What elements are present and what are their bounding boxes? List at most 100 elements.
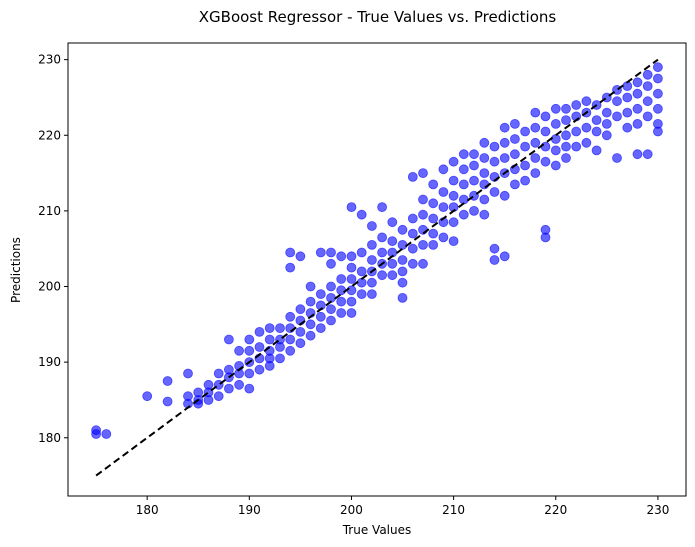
data-point bbox=[366, 221, 377, 231]
data-point bbox=[622, 107, 633, 118]
data-point bbox=[356, 289, 367, 300]
data-point bbox=[601, 130, 612, 141]
data-point bbox=[428, 179, 439, 190]
data-point bbox=[469, 175, 479, 186]
data-point bbox=[642, 69, 653, 80]
data-point bbox=[377, 232, 388, 243]
data-point bbox=[356, 247, 367, 258]
data-point bbox=[479, 179, 490, 190]
data-point bbox=[315, 311, 326, 322]
data-point bbox=[213, 391, 224, 402]
data-point bbox=[366, 255, 377, 265]
data-point bbox=[642, 111, 653, 122]
data-point bbox=[520, 126, 530, 137]
data-point bbox=[234, 379, 245, 390]
data-point bbox=[254, 364, 265, 375]
x-tick-label: 200 bbox=[340, 503, 363, 517]
data-point bbox=[479, 153, 490, 163]
data-point bbox=[510, 119, 520, 129]
data-point bbox=[407, 213, 418, 224]
data-point bbox=[632, 88, 643, 99]
data-point bbox=[530, 107, 541, 118]
data-point bbox=[244, 368, 255, 379]
data-point bbox=[530, 168, 541, 179]
data-point bbox=[223, 334, 234, 345]
data-point bbox=[366, 277, 377, 288]
data-point bbox=[601, 107, 612, 118]
data-point bbox=[489, 243, 500, 254]
x-axis-label: True Values bbox=[342, 523, 412, 537]
y-tick-label: 220 bbox=[38, 128, 61, 142]
y-axis-label: Predictions bbox=[9, 237, 23, 303]
data-point bbox=[550, 119, 561, 129]
data-point bbox=[561, 115, 571, 125]
data-point bbox=[285, 323, 296, 334]
data-point bbox=[510, 149, 520, 160]
data-point bbox=[254, 342, 265, 352]
data-point bbox=[285, 334, 296, 345]
data-point bbox=[407, 228, 418, 239]
data-point bbox=[448, 175, 459, 186]
data-point bbox=[653, 103, 663, 114]
data-point bbox=[213, 368, 224, 379]
data-point bbox=[407, 258, 418, 269]
data-point bbox=[591, 145, 602, 156]
data-point bbox=[377, 247, 388, 258]
data-point bbox=[326, 247, 336, 258]
data-point bbox=[336, 296, 347, 307]
data-point bbox=[448, 217, 459, 228]
data-point bbox=[356, 266, 367, 277]
data-point bbox=[540, 126, 551, 137]
data-point bbox=[479, 209, 490, 220]
data-point bbox=[632, 149, 643, 160]
data-point bbox=[101, 429, 112, 439]
data-point bbox=[479, 194, 490, 205]
data-point bbox=[346, 285, 357, 296]
data-point bbox=[162, 396, 173, 407]
data-point bbox=[326, 315, 336, 326]
data-point bbox=[489, 187, 500, 197]
data-point bbox=[387, 217, 398, 228]
data-point bbox=[315, 323, 326, 334]
data-point bbox=[561, 130, 571, 141]
data-point bbox=[612, 153, 622, 163]
data-point bbox=[428, 198, 439, 209]
y-axis-ticks: 180 190 200 210 220 230 bbox=[38, 53, 68, 445]
data-point bbox=[540, 156, 551, 167]
data-point bbox=[377, 202, 388, 213]
data-point bbox=[510, 134, 520, 144]
data-point bbox=[418, 239, 428, 250]
data-point bbox=[458, 149, 469, 160]
data-point bbox=[305, 319, 316, 330]
data-point bbox=[254, 326, 265, 337]
data-point bbox=[571, 126, 582, 137]
data-point bbox=[581, 137, 592, 148]
data-point bbox=[469, 160, 479, 171]
data-point bbox=[642, 81, 653, 91]
data-point bbox=[438, 202, 449, 213]
data-point bbox=[387, 236, 398, 247]
data-point bbox=[458, 209, 469, 220]
data-point bbox=[448, 190, 459, 201]
data-point bbox=[244, 345, 255, 356]
data-point bbox=[499, 153, 510, 163]
data-point bbox=[499, 190, 510, 201]
data-point bbox=[346, 296, 357, 307]
data-point bbox=[550, 103, 561, 114]
x-axis-ticks: 180 190 200 210 220 230 bbox=[136, 496, 669, 517]
data-point bbox=[448, 156, 459, 167]
data-point bbox=[510, 179, 520, 190]
data-point bbox=[632, 119, 643, 129]
plot-area bbox=[67, 42, 687, 497]
data-point bbox=[458, 179, 469, 190]
y-tick-label: 180 bbox=[38, 431, 61, 445]
y-tick-label: 210 bbox=[38, 204, 61, 218]
data-point bbox=[540, 141, 551, 152]
data-point bbox=[346, 274, 357, 284]
data-point bbox=[653, 126, 663, 137]
data-point bbox=[305, 296, 316, 307]
scatter-points bbox=[91, 62, 663, 439]
data-point bbox=[489, 255, 500, 265]
x-tick-label: 230 bbox=[646, 503, 669, 517]
